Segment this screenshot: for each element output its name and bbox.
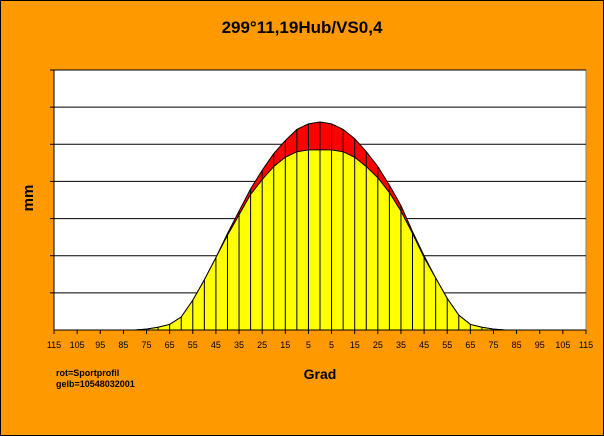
legend-entry-yellow: gelb=10548032001 [56,379,135,389]
x-tick-label-23: 115 [579,340,593,350]
x-tick-label-1: 105 [70,340,85,350]
x-tick-label-3: 85 [118,340,128,350]
x-tick-label-12: 5 [329,340,334,350]
x-tick-label-11: 5 [306,340,311,350]
x-tick-label-15: 35 [396,340,406,350]
x-tick-label-18: 65 [465,340,475,350]
chart-title: 299°11,19Hub/VS0,4 [221,18,383,37]
legend: rot=Sportprofil gelb=10548032001 [56,368,135,390]
x-tick-label-22: 105 [555,340,570,350]
x-tick-label-20: 85 [512,340,522,350]
x-tick-label-4: 75 [142,340,152,350]
x-tick-label-10: 15 [280,340,290,350]
legend-entry-red: rot=Sportprofil [56,368,120,378]
x-tick-label-8: 35 [234,340,244,350]
x-tick-label-17: 55 [442,340,452,350]
x-tick-label-0: 115 [47,340,61,350]
x-tick-label-19: 75 [488,340,498,350]
x-tick-label-16: 45 [419,340,429,350]
x-tick-label-5: 65 [165,340,175,350]
x-axis-label: Grad [303,366,337,382]
x-tick-label-21: 95 [535,340,545,350]
x-tick-label-13: 15 [350,340,360,350]
x-tick-label-7: 45 [211,340,221,350]
x-tick-label-2: 95 [95,340,105,350]
x-tick-label-14: 25 [373,340,383,350]
x-tick-label-6: 55 [188,340,198,350]
x-tick-label-9: 25 [257,340,267,350]
